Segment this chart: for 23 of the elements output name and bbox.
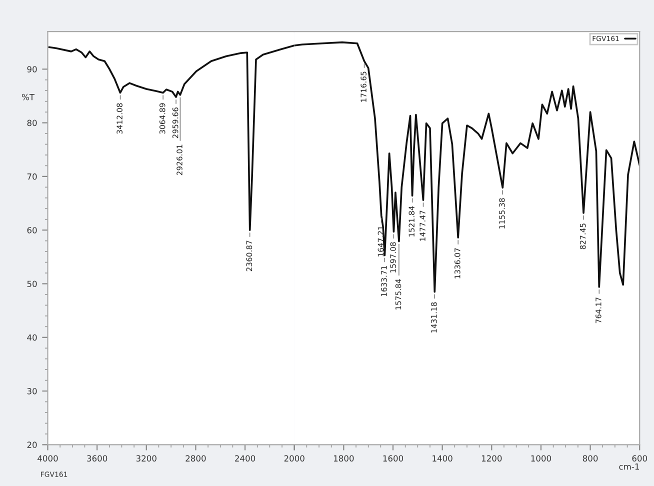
x-tick-label: 600 bbox=[632, 455, 648, 462]
y-tick-label: 40 bbox=[27, 334, 37, 341]
y-tick-label: 90 bbox=[27, 66, 37, 72]
x-tick-label: 3200 bbox=[136, 455, 156, 462]
y-axis-title: %T bbox=[22, 94, 35, 100]
x-tick-label: 1800 bbox=[334, 455, 354, 462]
y-tick-label: 50 bbox=[27, 280, 37, 288]
x-tick-label: 800 bbox=[582, 455, 598, 462]
x-tick-label: 3600 bbox=[87, 455, 108, 462]
y-tick-label: 70 bbox=[27, 173, 37, 180]
y-tick-label: 30 bbox=[27, 388, 37, 394]
x-tick-label: 4000 bbox=[38, 455, 58, 462]
x-tick-label: 1200 bbox=[482, 455, 502, 462]
y-tick-label: 60 bbox=[27, 227, 37, 234]
y-tick-label: 80 bbox=[27, 120, 37, 126]
x-axis-title: cm-1 bbox=[619, 464, 639, 470]
x-tick-label: 2000 bbox=[284, 455, 304, 462]
x-tick-label: 2400 bbox=[235, 455, 256, 462]
y-tick-label: 20 bbox=[27, 442, 37, 448]
x-tick-label: 2800 bbox=[186, 455, 206, 462]
x-tick-label: 1600 bbox=[383, 455, 404, 462]
x-tick-label: 1400 bbox=[432, 455, 452, 462]
x-tick-label: 1000 bbox=[531, 455, 552, 462]
